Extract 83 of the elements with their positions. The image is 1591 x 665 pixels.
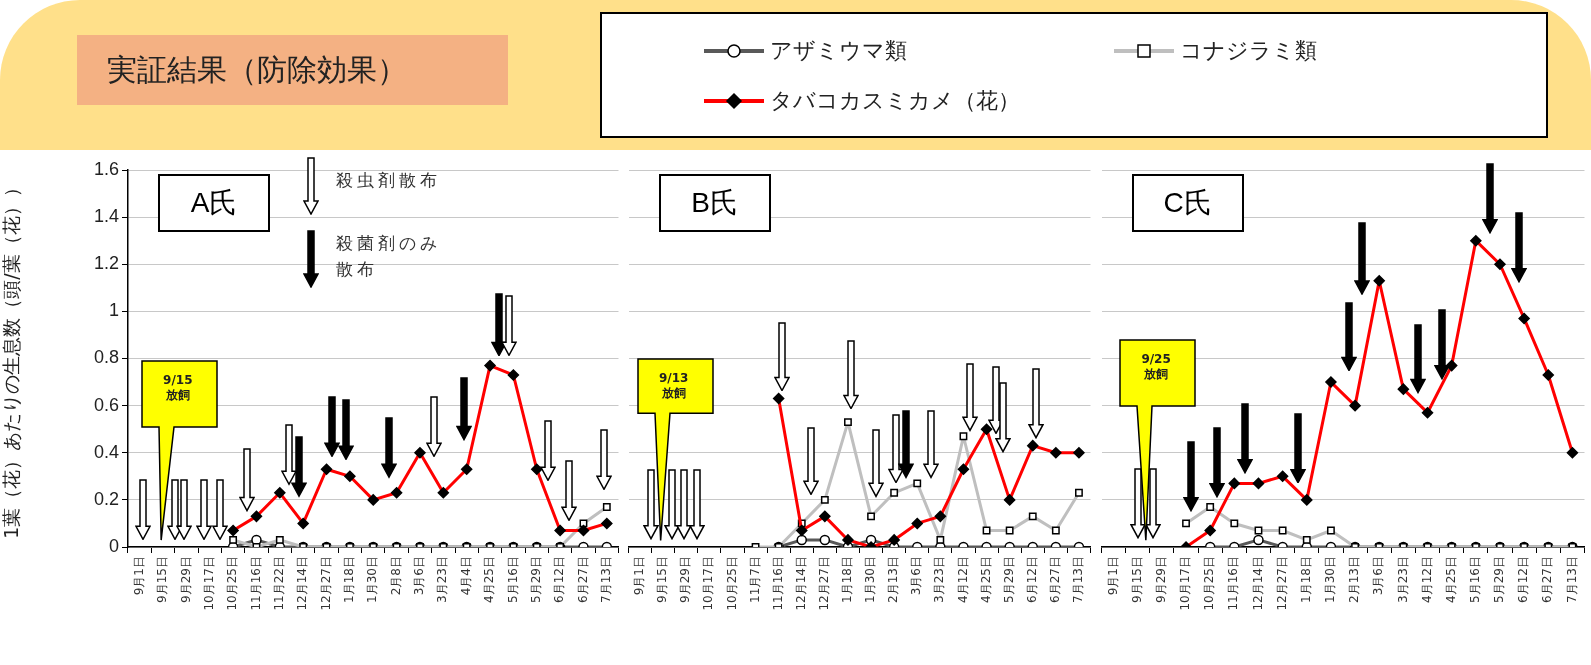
- y-tick-label: 0.2: [93, 488, 119, 509]
- x-tick-label: 4月4日: [458, 556, 473, 596]
- annotation: 殺虫剤散布: [336, 169, 442, 192]
- y-tick-label: 0.6: [93, 394, 119, 415]
- x-tick-label: 10月17日: [201, 556, 216, 611]
- y-tick-label: 1.4: [93, 206, 119, 227]
- x-tick-label: 9月1日: [1105, 556, 1120, 596]
- x-tick-label: 9月15日: [155, 556, 170, 603]
- x-tick-label: 5月16日: [505, 556, 520, 603]
- x-tick-label: 12月27日: [318, 556, 333, 611]
- annotation: 9/25 放飼: [1140, 351, 1172, 382]
- x-tick-label: 12月14日: [295, 556, 310, 611]
- x-tick-label: 3月23日: [435, 556, 450, 603]
- legend-label: コナジラミ類: [1180, 37, 1317, 65]
- x-tick-label: 1月18日: [1298, 556, 1313, 603]
- x-tick-label: 7月13日: [1071, 556, 1086, 603]
- x-tick-label: 3月6日: [412, 556, 427, 596]
- y-tick-label: 0.4: [93, 441, 119, 462]
- x-tick-label: 11月16日: [248, 556, 263, 611]
- x-tick-label: 4月12日: [1419, 556, 1434, 603]
- x-tick-label: 9月1日: [632, 556, 647, 596]
- x-tick-label: 11月7日: [747, 556, 762, 603]
- x-tick-label: 9月15日: [655, 556, 670, 603]
- x-tick-label: 3月6日: [1371, 556, 1386, 596]
- x-tick-label: 1月30日: [1323, 556, 1338, 603]
- x-tick-label: 2月13日: [1347, 556, 1362, 603]
- x-tick-label: 6月27日: [575, 556, 590, 603]
- y-tick-label: 0.8: [93, 347, 119, 368]
- x-tick-label: 2月13日: [886, 556, 901, 603]
- x-tick-label: 9月29日: [1154, 556, 1168, 603]
- x-tick-label: 9月15日: [1129, 556, 1144, 603]
- x-tick-label: 4月25日: [482, 556, 497, 603]
- y-tick-label: 1.6: [93, 158, 119, 179]
- annotation: 殺菌剤のみ散布: [336, 232, 442, 281]
- x-tick-label: 10月17日: [701, 556, 716, 611]
- x-tick-label: 12月14日: [1250, 556, 1265, 611]
- x-tick-label: 3月6日: [909, 556, 924, 596]
- y-tick-label: 0: [108, 535, 119, 556]
- x-tick-label: 1月30日: [365, 556, 380, 603]
- x-tick-label: 7月13日: [598, 556, 613, 603]
- x-tick-label: 6月12日: [1024, 556, 1039, 603]
- x-tick-label: 11月22日: [271, 556, 286, 611]
- x-tick-label: 1月30日: [863, 556, 878, 603]
- text: 実証結果（防除効果）: [77, 35, 508, 105]
- x-tick-label: 4月25日: [978, 556, 993, 603]
- x-tick-label: 10月25日: [1202, 556, 1217, 611]
- x-tick-label: 3月23日: [1395, 556, 1410, 603]
- x-tick-label: 2月8日: [388, 556, 403, 596]
- x-tick-label: 1月18日: [342, 556, 357, 603]
- y-axis-title: 1葉（花）あたりの生息数（頭/葉（花））: [0, 178, 23, 539]
- x-tick-label: 11月16日: [770, 556, 785, 611]
- x-tick-label: 5月29日: [1001, 556, 1016, 603]
- x-tick-label: 5月29日: [528, 556, 543, 603]
- x-tick-label: 6月12日: [552, 556, 567, 603]
- x-tick-label: 9月29日: [678, 556, 693, 603]
- annotation: 9/13 放飼: [658, 370, 690, 401]
- x-tick-label: 5月29日: [1492, 556, 1507, 603]
- x-tick-label: 4月12日: [955, 556, 970, 603]
- x-tick-label: 10月17日: [1178, 556, 1193, 611]
- x-tick-label: 5月16日: [1467, 556, 1482, 603]
- x-tick-label: 4月25日: [1443, 556, 1458, 603]
- text: B氏: [658, 174, 771, 232]
- text: A氏: [158, 174, 270, 232]
- x-tick-label: 10月25日: [724, 556, 739, 611]
- x-tick-label: 7月13日: [1564, 556, 1579, 603]
- x-tick-label: 9月1日: [131, 556, 146, 596]
- legend-label: アザミウマ類: [770, 37, 907, 65]
- x-tick-label: 10月25日: [225, 556, 240, 611]
- legend-label: タバコカスミカメ（花）: [770, 87, 1020, 115]
- x-tick-label: 6月27日: [1540, 556, 1555, 603]
- x-tick-label: 11月16日: [1226, 556, 1241, 611]
- x-tick-label: 12月27日: [1274, 556, 1289, 611]
- annotation: 9/15 放飼: [162, 372, 194, 403]
- y-tick-label: 1.2: [93, 253, 119, 274]
- x-tick-label: 12月14日: [793, 556, 808, 611]
- x-tick-label: 3月23日: [932, 556, 947, 603]
- x-tick-label: 12月27日: [816, 556, 831, 611]
- text: C氏: [1131, 174, 1244, 232]
- x-tick-label: 6月12日: [1516, 556, 1531, 603]
- x-tick-label: 9月29日: [178, 556, 193, 603]
- x-tick-label: 1月18日: [840, 556, 855, 603]
- x-tick-label: 6月27日: [1047, 556, 1062, 603]
- y-tick-label: 1: [108, 300, 119, 321]
